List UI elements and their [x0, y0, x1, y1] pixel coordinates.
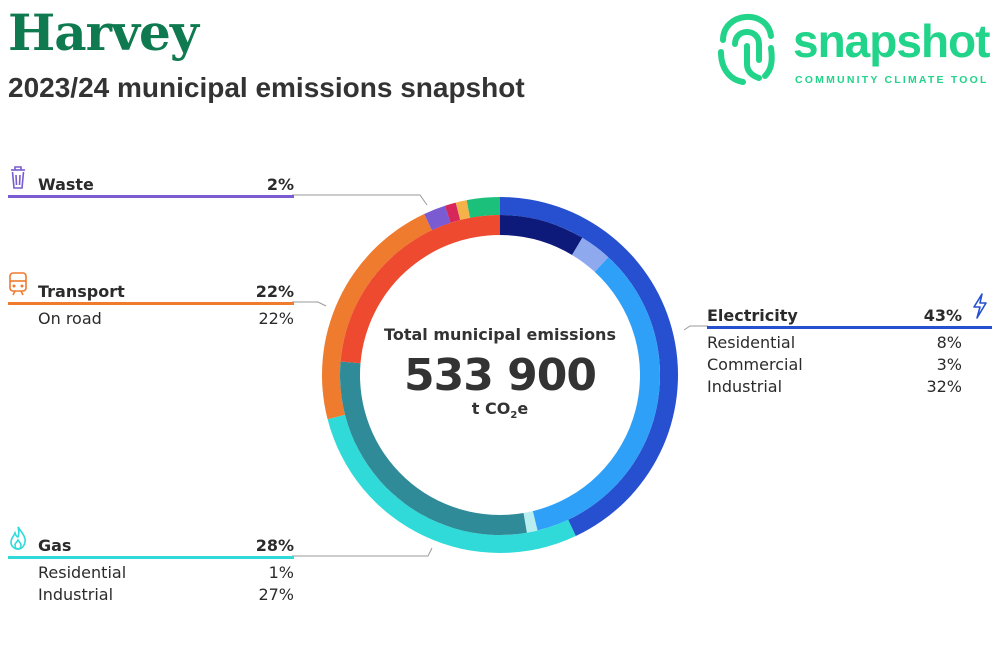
- outer-segment-4-unlabeled: [444, 202, 461, 223]
- inner-segment-5-on-road: [340, 215, 500, 364]
- flame-icon: [10, 526, 26, 550]
- outer-segment-1-gas: [327, 414, 576, 553]
- sector-pct: 28%: [255, 536, 294, 555]
- sector-pct: 22%: [255, 282, 294, 301]
- inner-segment-3-residential: [523, 511, 538, 533]
- sector-name: Waste: [38, 175, 94, 194]
- sector-waste: Waste 2%: [8, 166, 294, 198]
- sector-electricity: Electricity 43% Residential 8% Commercia…: [707, 293, 992, 396]
- sub-row: Industrial 27%: [8, 581, 294, 604]
- unit-subscript: 2: [510, 410, 518, 422]
- sub-label: Residential: [38, 563, 127, 582]
- sector-gas: Gas 28% Residential 1% Industrial 27%: [8, 526, 294, 604]
- sector-rule: [8, 556, 294, 559]
- inner-segment-0-residential: [500, 215, 583, 255]
- sub-row: Residential 8%: [707, 329, 962, 352]
- sector-rule: [707, 326, 992, 329]
- outer-segment-2-transport: [322, 213, 432, 420]
- sub-pct: 32%: [926, 377, 962, 396]
- lightning-icon: [973, 293, 987, 319]
- sub-row: Industrial 32%: [707, 373, 962, 396]
- sub-pct: 1%: [268, 563, 294, 582]
- sub-row: Residential 1%: [8, 559, 294, 582]
- sub-pct: 3%: [936, 355, 962, 374]
- sub-label: Residential: [707, 333, 796, 352]
- inner-segment-1-commercial: [572, 237, 609, 272]
- outer-segment-3-waste: [424, 205, 451, 231]
- sector-name: Gas: [38, 536, 72, 555]
- snapshot-logo: snapshot COMMUNITY CLIMATE TOOL: [715, 0, 1000, 95]
- sub-pct: 8%: [936, 333, 962, 352]
- outer-segment-0-electricity: [500, 197, 679, 537]
- sector-transport: Transport 22% On road 22%: [8, 272, 294, 328]
- sector-pct: 2%: [266, 175, 294, 194]
- train-icon: [9, 272, 27, 296]
- inner-segment-4-industrial: [340, 361, 527, 535]
- sub-pct: 27%: [258, 585, 294, 604]
- logo-wordmark: snapshot: [793, 15, 990, 67]
- outer-segment-6-unlabeled: [466, 197, 500, 218]
- sector-rule: [8, 302, 294, 305]
- sector-pct: 43%: [923, 306, 962, 325]
- sub-label: On road: [38, 309, 102, 328]
- total-emissions-block: Total municipal emissions 533 900 t CO2e: [380, 325, 620, 421]
- sub-label: Industrial: [38, 585, 114, 604]
- sector-name: Transport: [38, 282, 125, 301]
- sub-label: Commercial: [707, 355, 803, 374]
- sector-name: Electricity: [707, 306, 798, 325]
- total-label: Total municipal emissions: [384, 325, 616, 344]
- unit-suffix: e: [517, 399, 529, 418]
- unit-prefix: t CO: [471, 399, 511, 418]
- sub-pct: 22%: [258, 309, 294, 328]
- total-unit: t CO2e: [380, 399, 620, 421]
- outer-segment-5-unlabeled: [455, 200, 471, 221]
- page-title: Harvey: [8, 3, 199, 62]
- fingerprint-icon: [718, 13, 775, 85]
- sector-rule: [8, 195, 294, 198]
- total-value: 533 900: [403, 350, 597, 401]
- trash-bin-icon: [11, 166, 25, 189]
- sub-row: Commercial 3%: [707, 351, 962, 374]
- inner-segment-2-industrial: [532, 257, 660, 531]
- page-subtitle: 2023/24 municipal emissions snapshot: [8, 72, 525, 103]
- logo-tagline: COMMUNITY CLIMATE TOOL: [795, 74, 989, 86]
- sub-label: Industrial: [707, 377, 783, 396]
- sub-row: On road 22%: [8, 305, 294, 328]
- emissions-donut-chart: [322, 197, 679, 553]
